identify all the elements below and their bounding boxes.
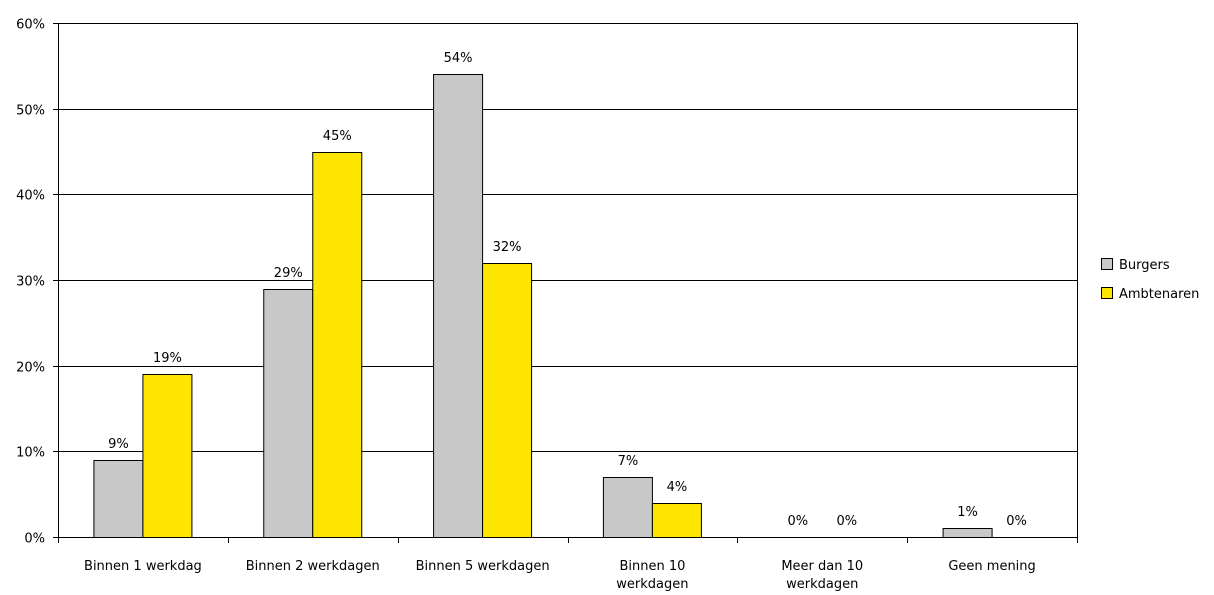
- bar-burgers: [93, 460, 144, 538]
- data-label: 32%: [493, 240, 522, 255]
- x-tick-label: werkdagen: [616, 577, 688, 592]
- data-label: 54%: [444, 51, 473, 66]
- x-tick-label: werkdagen: [786, 577, 858, 592]
- legend-swatch: [1101, 258, 1113, 270]
- data-label: 29%: [274, 266, 303, 281]
- y-tick-label: 0%: [24, 532, 45, 547]
- x-tick-label: Binnen 1 werkdag: [84, 559, 202, 574]
- bar-ambtenaren: [482, 263, 533, 538]
- x-tick-label: Binnen 2 werkdagen: [246, 559, 380, 574]
- data-label: 0%: [1006, 514, 1027, 529]
- x-tick-label: Binnen 10: [619, 559, 685, 574]
- data-labels: 9% 19% 29% 45% 54% 32% 7% 4% 0% 0% 1% 0%: [108, 51, 1027, 529]
- data-label: 45%: [323, 129, 352, 144]
- bar-burgers: [263, 289, 314, 538]
- data-label: 0%: [787, 514, 808, 529]
- legend-label: Burgers: [1119, 258, 1170, 273]
- bars: [93, 74, 993, 538]
- bar-ambtenaren: [651, 503, 702, 538]
- data-label: 1%: [957, 505, 978, 520]
- data-label: 0%: [836, 514, 857, 529]
- y-tick-label: 50%: [16, 104, 45, 119]
- legend-label: Ambtenaren: [1119, 287, 1199, 302]
- y-tick-label: 40%: [16, 189, 45, 204]
- x-tick-label: Meer dan 10: [781, 559, 863, 574]
- legend-swatch: [1101, 287, 1113, 299]
- x-tick-label: Geen mening: [948, 559, 1035, 574]
- data-label: 7%: [618, 454, 639, 469]
- gridlines: [58, 23, 1077, 452]
- bar-burgers: [942, 528, 993, 538]
- y-tick-labels: 0% 10% 20% 30% 40% 50% 60%: [16, 18, 45, 547]
- data-label: 19%: [153, 351, 182, 366]
- y-tick-label: 60%: [16, 18, 45, 33]
- bar-ambtenaren: [312, 152, 363, 538]
- data-label: 4%: [667, 480, 688, 495]
- y-tick-label: 30%: [16, 275, 45, 290]
- axes: [53, 23, 1078, 543]
- y-tick-label: 10%: [16, 446, 45, 461]
- legend: Burgers Ambtenaren: [1101, 258, 1199, 302]
- bar-burgers: [602, 477, 653, 538]
- x-tick-labels: Binnen 1 werkdag Binnen 2 werkdagen Binnen…: [84, 559, 1036, 592]
- bar-burgers: [433, 74, 484, 538]
- x-tick-label: Binnen 5 werkdagen: [416, 559, 550, 574]
- y-tick-label: 20%: [16, 361, 45, 376]
- bar-ambtenaren: [142, 374, 193, 538]
- data-label: 9%: [108, 437, 129, 452]
